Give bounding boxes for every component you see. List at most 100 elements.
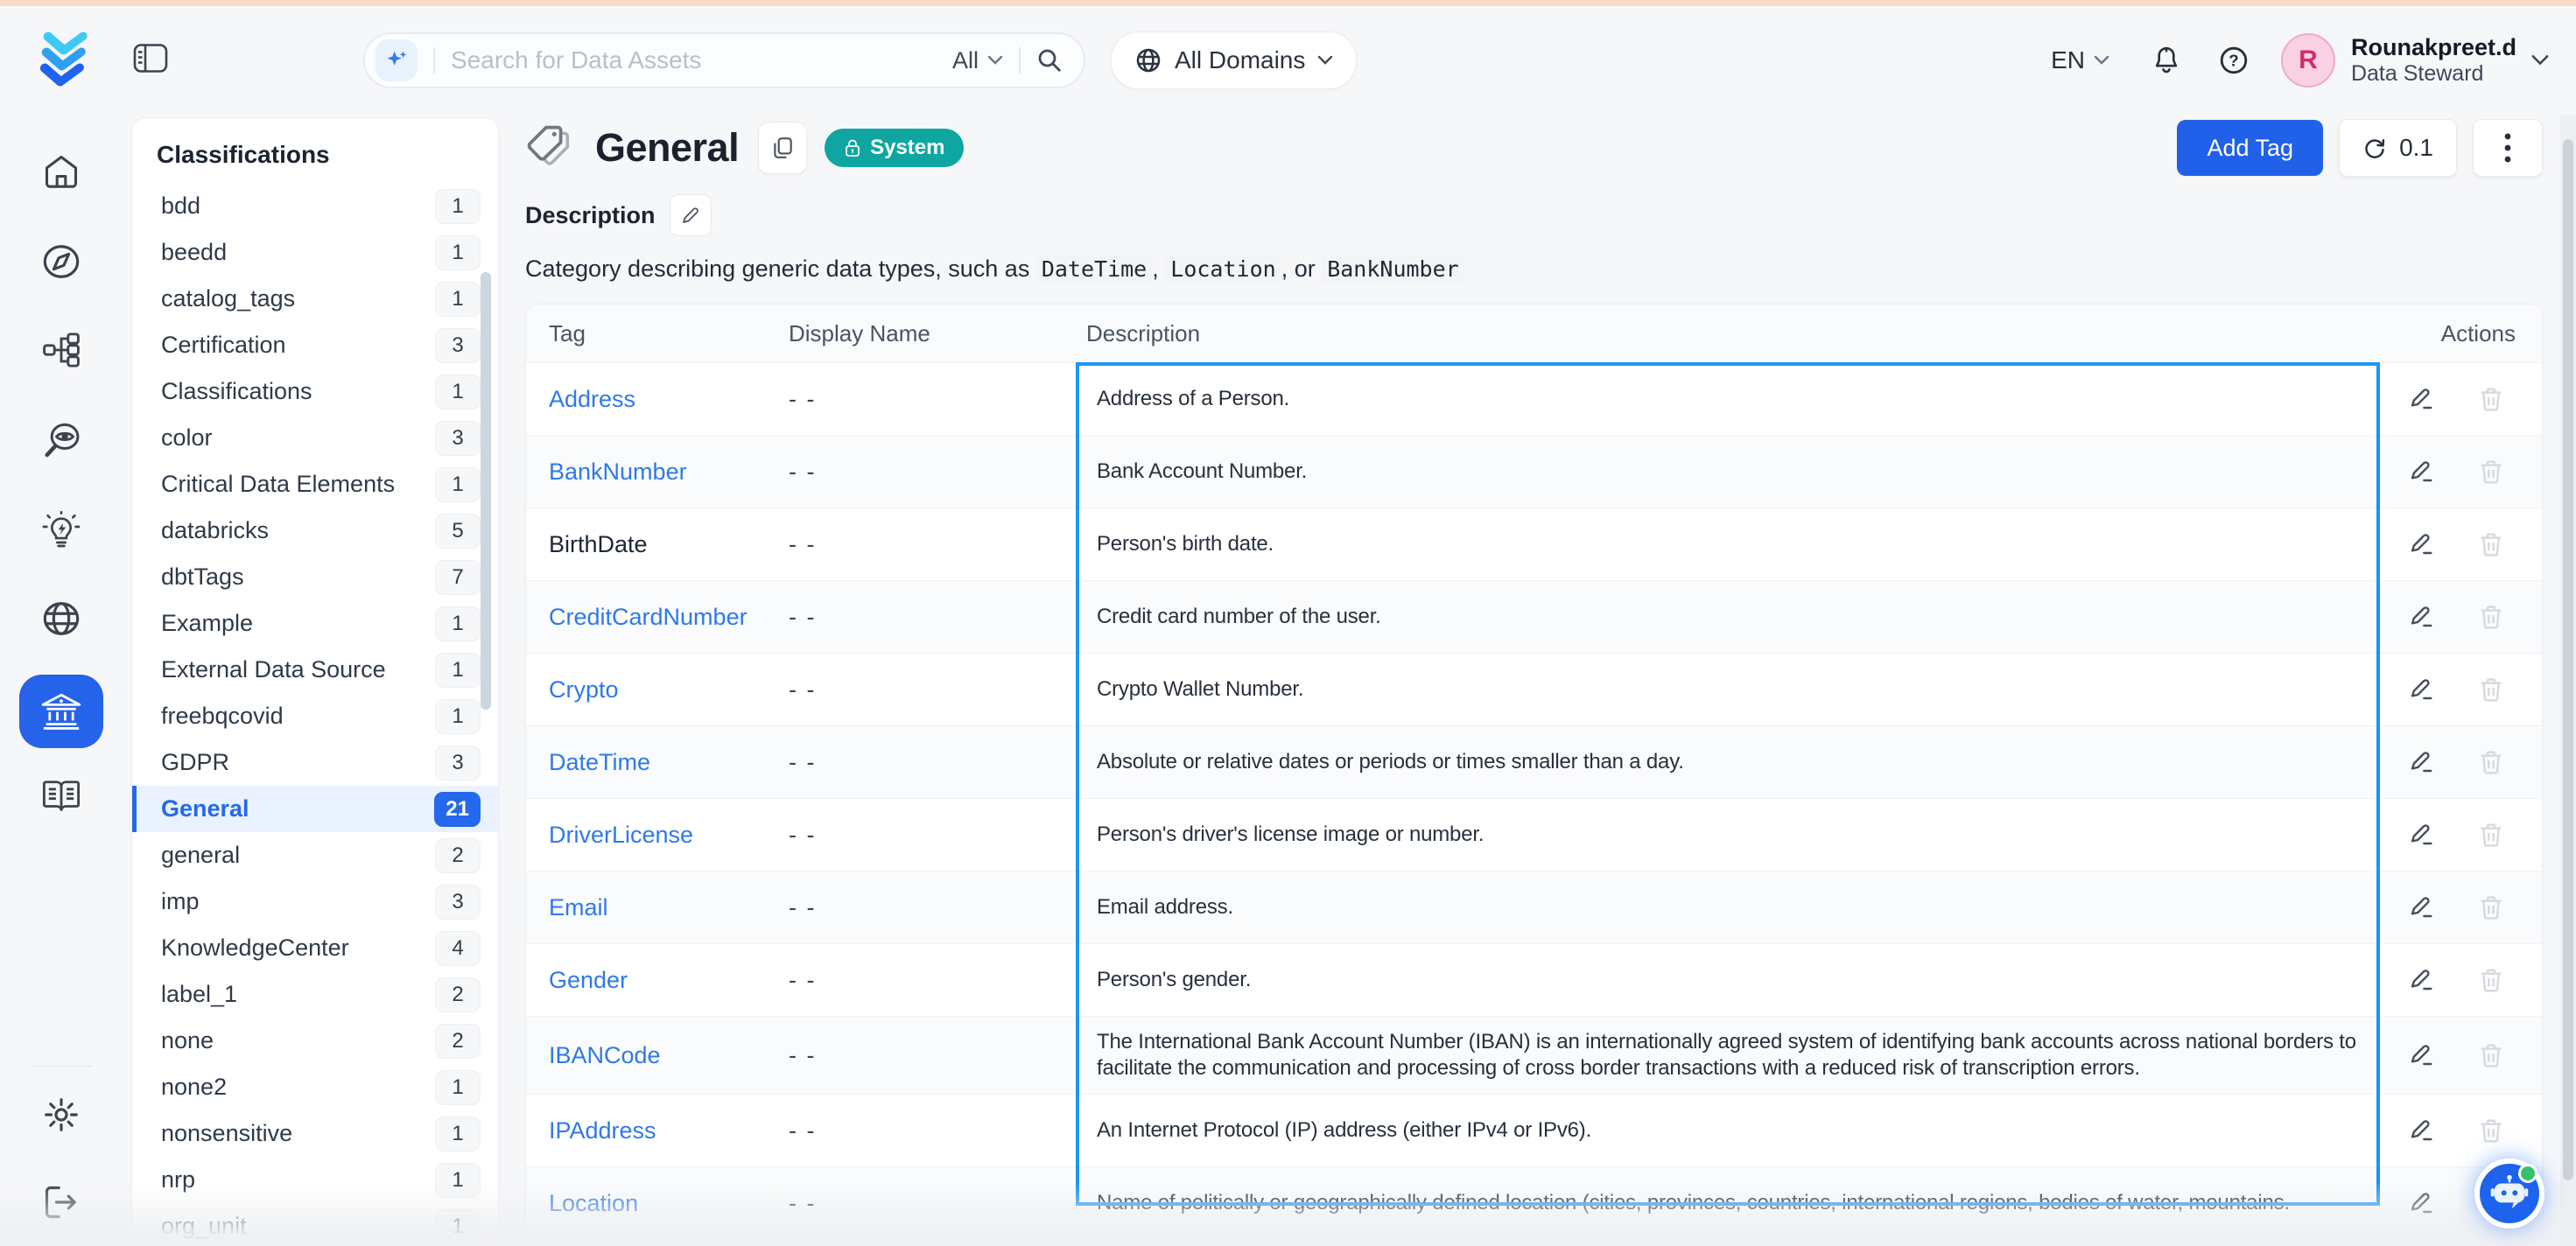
governance-bank-icon[interactable] [19, 675, 103, 748]
search-scope-dropdown[interactable]: All [952, 47, 1003, 74]
table-row: BankNumber - - Bank Account Number. [526, 435, 2542, 508]
delete-row-button[interactable] [2477, 966, 2505, 994]
glossary-book-icon[interactable] [41, 778, 81, 819]
insights-bulb-icon[interactable] [40, 510, 82, 555]
delete-row-button[interactable] [2477, 1116, 2505, 1144]
classification-list-item[interactable]: Example 1 [132, 600, 498, 647]
edit-row-button[interactable] [2409, 603, 2437, 631]
description-value: Name of politically or geographically de… [1097, 1191, 2290, 1214]
search-icon[interactable] [1036, 47, 1063, 74]
classification-list-item[interactable]: KnowledgeCenter 4 [132, 925, 498, 971]
delete-row-button[interactable] [2477, 748, 2505, 776]
tag-name-link[interactable]: DriverLicense [549, 821, 694, 848]
copy-button[interactable] [758, 122, 808, 174]
user-menu[interactable]: Rounakpreet.d Data Steward [2351, 34, 2516, 87]
tag-name-link[interactable]: CreditCardNumber [549, 603, 748, 630]
edit-row-button[interactable] [2409, 458, 2437, 486]
classification-list-item[interactable]: general 2 [132, 832, 498, 878]
domains-dropdown[interactable]: All Domains [1111, 32, 1358, 89]
tag-name-link[interactable]: Address [549, 385, 636, 412]
delete-row-button[interactable] [2477, 530, 2505, 558]
tag-name-link[interactable]: Gender [549, 966, 628, 993]
classification-list-item[interactable]: color 3 [132, 415, 498, 461]
classification-list-item[interactable]: nrp 1 [132, 1157, 498, 1203]
globe-icon[interactable] [41, 599, 81, 642]
avatar[interactable]: R [2280, 33, 2335, 88]
edit-row-button[interactable] [2409, 966, 2437, 994]
ai-sparkle-icon[interactable] [376, 39, 418, 81]
delete-row-button[interactable] [2477, 893, 2505, 921]
tag-name-link[interactable]: Crypto [549, 676, 619, 703]
tag-name-link[interactable]: IBANCode [549, 1041, 661, 1068]
classification-list-item[interactable]: GDPR 3 [132, 739, 498, 786]
edit-description-button[interactable] [669, 194, 712, 236]
classification-list-item[interactable]: catalog_tags 1 [132, 276, 498, 322]
classification-list-item[interactable]: databricks 5 [132, 508, 498, 554]
topbar: Search for Data Assets All All Domains [0, 6, 2576, 115]
chevron-down-icon[interactable] [2530, 54, 2550, 66]
tag-name-link[interactable]: Email [549, 893, 608, 920]
tag-name-link[interactable]: IPAddress [549, 1116, 656, 1144]
assistant-bot-button[interactable] [2474, 1158, 2544, 1228]
delete-row-button[interactable] [2477, 385, 2505, 413]
language-dropdown[interactable]: EN [2051, 46, 2109, 74]
home-icon[interactable] [42, 153, 81, 194]
classification-list-item[interactable]: org_unit 1 [132, 1203, 498, 1246]
classification-list-item[interactable]: General 21 [132, 786, 498, 832]
discovery-eye-icon[interactable] [41, 421, 81, 464]
classification-label: databricks [161, 517, 270, 543]
settings-gear-icon[interactable] [41, 1095, 81, 1139]
edit-row-button[interactable] [2409, 893, 2437, 921]
version-button[interactable]: 0.1 [2339, 119, 2457, 177]
edit-row-button[interactable] [2409, 748, 2437, 776]
classification-list-item[interactable]: imp 3 [132, 878, 498, 925]
atlan-logo-icon[interactable] [35, 30, 91, 92]
classification-list-item[interactable]: beedd 1 [132, 229, 498, 276]
classification-list-item[interactable]: none2 1 [132, 1064, 498, 1110]
classification-list-item[interactable]: Certification 3 [132, 322, 498, 368]
edit-row-button[interactable] [2409, 676, 2437, 704]
description-label: Description [525, 201, 656, 228]
delete-row-button[interactable] [2477, 458, 2505, 486]
tag-name-link[interactable]: DateTime [549, 748, 651, 775]
classification-list-item[interactable]: bdd 1 [132, 183, 498, 229]
classification-list-item[interactable]: Classifications 1 [132, 368, 498, 415]
edit-row-button[interactable] [2409, 1041, 2437, 1069]
edit-row-button[interactable] [2409, 1116, 2437, 1144]
tag-name-link[interactable]: Location [549, 1189, 639, 1216]
classification-list-item[interactable]: Critical Data Elements 1 [132, 461, 498, 508]
edit-row-button[interactable] [2409, 821, 2437, 849]
delete-row-button[interactable] [2477, 603, 2505, 631]
delete-row-button[interactable] [2477, 676, 2505, 704]
classification-list-item[interactable]: label_1 2 [132, 971, 498, 1018]
classification-list-item[interactable]: none 2 [132, 1018, 498, 1064]
notifications-bell-icon[interactable] [2151, 45, 2181, 76]
pencil-icon [2411, 1193, 2432, 1214]
classification-list-item[interactable]: External Data Source 1 [132, 647, 498, 693]
delete-row-button[interactable] [2477, 821, 2505, 849]
classification-list-item[interactable]: nonsensitive 1 [132, 1110, 498, 1157]
classification-label: catalog_tags [161, 285, 296, 312]
classification-list-item[interactable]: dbtTags 7 [132, 554, 498, 600]
edit-row-button[interactable] [2409, 530, 2437, 558]
logout-icon[interactable] [42, 1184, 81, 1225]
page-scrollbar[interactable] [2560, 115, 2576, 1246]
edit-row-button[interactable] [2409, 385, 2437, 413]
edit-row-button[interactable] [2409, 1189, 2437, 1217]
add-tag-button[interactable]: Add Tag [2177, 120, 2324, 176]
classification-count-badge: 2 [435, 837, 481, 873]
global-search-bar[interactable]: Search for Data Assets All [363, 32, 1085, 88]
row-actions [2393, 530, 2542, 558]
lineage-icon[interactable] [42, 332, 81, 373]
classification-list-item[interactable]: freebqcovid 1 [132, 693, 498, 739]
classifications-panel: Classifications bdd 1 beedd 1 catalog_ta… [131, 117, 499, 1246]
classifications-scrollbar[interactable] [481, 272, 491, 710]
delete-row-button[interactable] [2477, 1041, 2505, 1069]
help-icon[interactable]: ? [2218, 45, 2250, 76]
tag-name-link[interactable]: BankNumber [549, 458, 687, 485]
compass-icon[interactable] [41, 242, 81, 285]
sidebar-toggle-icon[interactable] [133, 43, 168, 79]
more-options-button[interactable] [2473, 119, 2543, 177]
page-scrollbar-thumb[interactable] [2563, 139, 2573, 1180]
search-input[interactable]: Search for Data Assets [451, 46, 702, 74]
